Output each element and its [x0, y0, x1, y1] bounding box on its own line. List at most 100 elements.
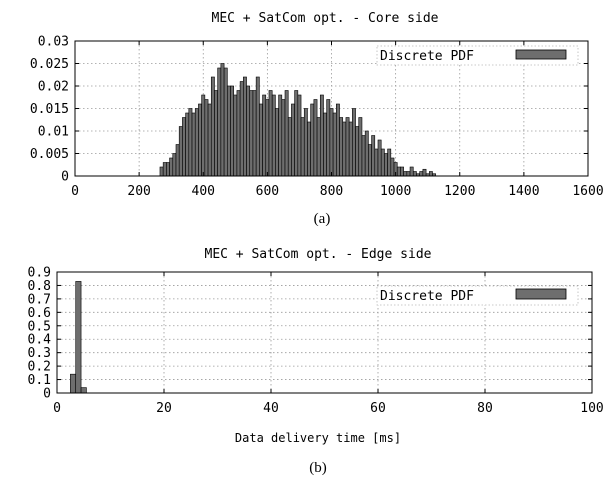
chart-core-side: MEC + SatCom opt. - Core side 0 0.005 0.01… — [30, 11, 604, 227]
histogram-bar — [198, 103, 202, 177]
histogram-bar — [239, 81, 244, 177]
histogram-bar — [307, 121, 311, 177]
histogram-bar — [319, 94, 324, 177]
histogram-bar — [316, 117, 321, 177]
histogram-bar — [275, 108, 279, 177]
histogram-bar — [355, 126, 360, 177]
caption-b: (b) — [309, 460, 327, 476]
x-tick-label: 1400 — [508, 184, 539, 199]
y-tick-label: 0.01 — [38, 125, 69, 140]
histogram-bar — [384, 153, 388, 177]
histogram-bar — [348, 121, 353, 177]
histogram-bar — [182, 117, 186, 177]
histogram-bar — [223, 67, 228, 177]
histogram-bar — [323, 112, 327, 177]
histogram-bar — [259, 103, 263, 177]
x-tick-label: 40 — [263, 401, 279, 416]
histogram-bar — [284, 90, 289, 177]
histogram-bar — [358, 117, 363, 177]
histogram-bar — [352, 108, 356, 177]
histogram-bar — [172, 153, 177, 177]
y-tick-label: 0.03 — [38, 35, 69, 50]
histogram-bar — [188, 108, 193, 177]
x-tick-label: 0 — [53, 401, 61, 416]
x-tick-label: 20 — [156, 401, 172, 416]
histogram-bar — [374, 148, 379, 177]
histogram-bar — [332, 112, 337, 177]
histogram-bar — [412, 171, 417, 177]
histogram-bar — [246, 85, 251, 177]
histogram-bar — [400, 166, 404, 177]
histogram-bar — [217, 67, 222, 177]
histogram-bar — [169, 157, 174, 177]
histogram-bar — [428, 171, 433, 177]
x-tick-label: 1600 — [572, 184, 603, 199]
histogram-bar — [390, 157, 395, 177]
histogram-bar — [265, 99, 270, 177]
x-tick-label: 600 — [256, 184, 279, 199]
histogram-bar — [75, 281, 82, 394]
histogram-bar — [396, 166, 401, 177]
y-tick-label: 0.005 — [30, 147, 69, 162]
histogram-bar — [162, 162, 167, 177]
x-tick-label: 800 — [320, 184, 343, 199]
histogram-bar — [345, 117, 350, 177]
y-tick-label: 0.2 — [28, 360, 51, 375]
histogram-bar — [80, 387, 87, 394]
histogram-bar — [342, 121, 347, 177]
legend: Discrete PDF — [376, 285, 579, 306]
histogram-bar — [178, 126, 183, 177]
x-axis-label: Data delivery time [ms] — [235, 431, 401, 445]
histogram-bar — [403, 171, 408, 177]
histogram-bar — [371, 135, 376, 177]
histogram-bar — [409, 166, 414, 177]
histogram-bar — [262, 94, 267, 177]
histogram-bar — [287, 117, 292, 177]
histogram-bar — [380, 148, 385, 177]
histogram-bar — [291, 103, 295, 177]
histogram-bar — [406, 171, 411, 177]
histogram-bar — [194, 108, 199, 177]
x-tick-label: 200 — [127, 184, 150, 199]
histogram-bar — [236, 90, 241, 177]
histogram-bar — [281, 99, 286, 177]
histogram-bar — [220, 63, 225, 177]
x-tick-label: 1000 — [380, 184, 411, 199]
caption-a: (a) — [314, 211, 331, 227]
histogram-bar — [159, 166, 164, 177]
chart-title: MEC + SatCom opt. - Core side — [212, 11, 439, 26]
ticks: 00.10.20.30.40.50.60.70.80.9 0 20 40 60 80 100 — [28, 266, 604, 417]
histogram-bar — [419, 171, 424, 177]
x-tick-label: 400 — [192, 184, 215, 199]
bars — [159, 63, 437, 177]
histogram-bar — [252, 90, 257, 177]
histogram-bar — [326, 99, 331, 177]
histogram-bar — [297, 94, 302, 177]
histogram-bar — [227, 85, 231, 177]
plot-frame — [56, 271, 593, 394]
chart-title: MEC + SatCom opt. - Edge side — [205, 247, 432, 262]
histogram-bar — [271, 94, 276, 177]
histogram-bar — [313, 99, 318, 177]
histogram-bar — [368, 144, 372, 177]
histogram-bar — [233, 94, 238, 177]
histogram-bar — [300, 117, 305, 177]
histogram-bar — [243, 76, 247, 177]
histogram-bar — [191, 112, 196, 177]
histogram-bar — [294, 90, 299, 177]
legend-swatch — [515, 49, 567, 60]
histogram-bar — [230, 85, 235, 177]
histogram-bar — [185, 112, 190, 177]
histogram-bar — [210, 76, 215, 177]
histogram-bar — [214, 90, 218, 177]
bars — [70, 281, 87, 394]
histogram-bar — [255, 76, 260, 177]
x-tick-label: 100 — [580, 401, 603, 416]
histogram-bar — [364, 130, 369, 177]
histogram-bar — [166, 162, 170, 177]
y-tick-label: 0.1 — [28, 373, 51, 388]
x-tick-label: 1200 — [444, 184, 475, 199]
y-tick-label: 0 — [43, 387, 51, 402]
y-tick-label: 0.02 — [38, 80, 69, 95]
